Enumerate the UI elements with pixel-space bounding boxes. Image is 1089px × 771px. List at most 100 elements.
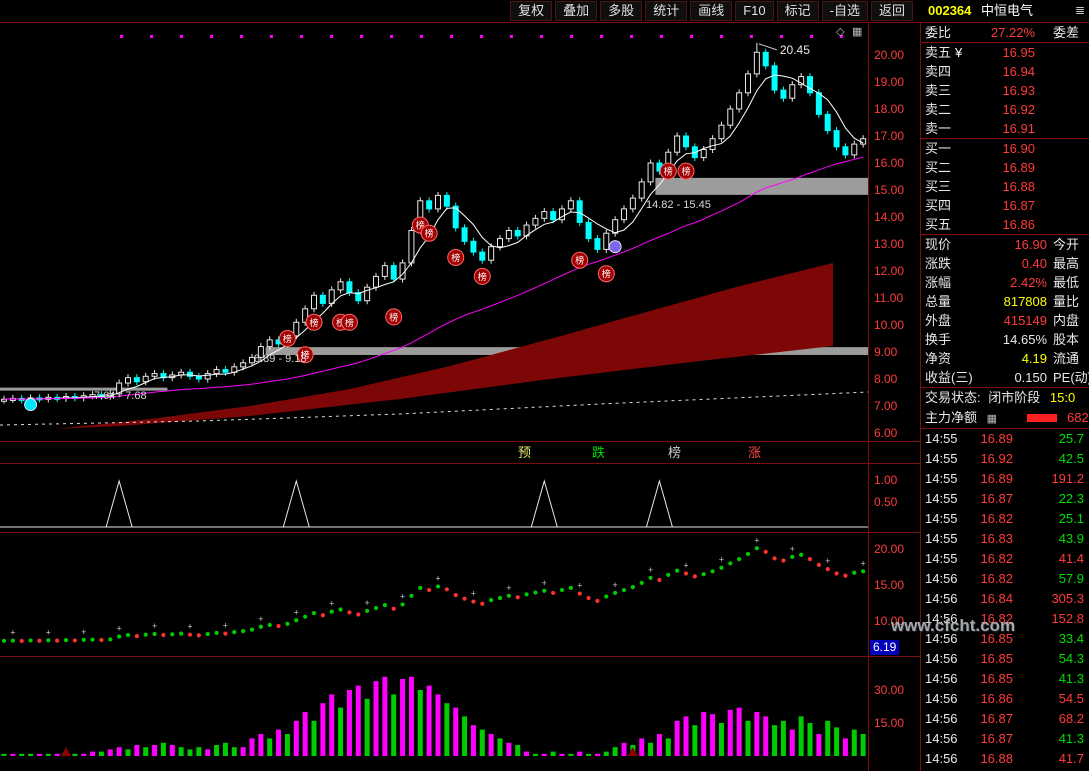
ask-label: 卖四 — [925, 64, 952, 79]
trade-status-row: 交易状态: 闭市阶段 15:0 — [921, 388, 1089, 408]
tick-time: 14:56 — [925, 691, 958, 706]
menu-画线[interactable]: 画线 — [690, 1, 733, 21]
tick-row[interactable]: 14:55 16.82 41.4 — [921, 549, 1089, 569]
tick-volume: 68.2 — [1058, 711, 1084, 726]
stat-label-2: 最高 — [1053, 256, 1080, 271]
tick-volume: 57.9 — [1058, 571, 1084, 586]
bang-marker: 榜 — [305, 313, 323, 331]
watermark: www.cfcht.com — [891, 616, 1016, 635]
tick-volume: 25.7 — [1058, 431, 1084, 446]
tick-row[interactable]: 14:55 16.89 25.7 — [921, 429, 1089, 449]
tick-row[interactable]: 14:56 16.87 68.2 — [921, 709, 1089, 729]
bid-row: 买五 16.86 — [921, 215, 1089, 234]
tick-row[interactable]: 14:55 16.82 25.1 — [921, 509, 1089, 529]
menu-叠加[interactable]: 叠加 — [555, 1, 598, 21]
volume-panel-canvas[interactable] — [0, 657, 868, 771]
svg-text:榜: 榜 — [575, 255, 584, 266]
svg-text:+: + — [754, 535, 759, 545]
tick-row[interactable]: 14:55 16.92 42.5 — [921, 449, 1089, 469]
tick-row[interactable]: 14:56 16.85 41.3 — [921, 669, 1089, 689]
top-bar: 复权 叠加 多股 统计 画线 F10 标记 -自选 返回 002364 中恒电气 ≣ — [0, 0, 1089, 23]
stat-label: 涨跌 — [925, 256, 952, 271]
tick-row[interactable]: 14:56 16.85 33.4 — [921, 629, 1089, 649]
svg-text:+: + — [117, 623, 122, 633]
ask-row: 卖四 16.94 — [921, 62, 1089, 81]
tick-time: 14:56 — [925, 671, 958, 686]
grid-icon[interactable]: ▦ — [986, 413, 998, 425]
svg-text:+: + — [258, 614, 263, 624]
stat-label-2: 内盘 — [1053, 313, 1080, 328]
bid-row: 买一 16.90 — [921, 139, 1089, 158]
menu-复权[interactable]: 复权 — [510, 1, 553, 21]
axis-label: 1.00 — [874, 473, 898, 487]
tick-row[interactable]: 14:55 16.87 22.3 — [921, 489, 1089, 509]
tick-row[interactable]: 14:55 16.83 43.9 — [921, 529, 1089, 549]
tick-time: 14:55 — [925, 471, 958, 486]
ask-row: 卖一 16.91 — [921, 119, 1089, 138]
main-chart-canvas[interactable]: 20.45榜榜榜榜榜榜榜榜榜榜榜榜榜榜 — [0, 23, 868, 441]
tick-row[interactable]: 14:56 16.85 54.3 — [921, 649, 1089, 669]
indicator-panel-canvas[interactable]: + + + + + + + + + + + + + + + + + + + + + + + + + — [0, 533, 868, 656]
stat-label: 换手 — [925, 332, 952, 347]
menu-F10[interactable]: F10 — [735, 1, 774, 21]
stock-title: 002364 中恒电气 — [928, 0, 1033, 22]
svg-text:榜: 榜 — [389, 311, 398, 322]
menu-多股[interactable]: 多股 — [600, 1, 643, 21]
bang-marker: 榜 — [677, 162, 695, 180]
tick-price: 16.84 — [980, 591, 1013, 606]
tick-row[interactable]: 14:56 16.88 41.7 — [921, 749, 1089, 769]
tick-row[interactable]: 14:55 16.89 191.2 — [921, 469, 1089, 489]
trade-status-time: 15:0 — [1049, 390, 1076, 405]
axis-label: 11.00 — [874, 291, 904, 305]
bang-marker: 榜 — [278, 330, 296, 347]
tick-volume: 305.3 — [1051, 591, 1084, 606]
main-net-value: 682 — [1067, 410, 1089, 425]
stat-value: 16.90 — [1014, 237, 1047, 252]
stat-value: 0.150 — [1014, 370, 1047, 385]
axis-label: 8.00 — [874, 372, 898, 386]
ask-price: 16.91 — [1002, 121, 1035, 136]
divider — [921, 42, 1089, 43]
axis-label: 6.00 — [874, 426, 898, 440]
diamond-icon[interactable]: ◇ — [836, 26, 845, 38]
tick-price: 16.87 — [980, 711, 1013, 726]
tick-volume: 54.5 — [1058, 691, 1084, 706]
panel-separator — [0, 463, 920, 464]
divider — [921, 387, 1089, 388]
tick-row[interactable]: 14:56 16.82 57.9 — [921, 569, 1089, 589]
menu--自选[interactable]: -自选 — [821, 1, 868, 21]
tick-time: 14:56 — [925, 651, 958, 666]
grid-corner-icon[interactable]: ▦ — [852, 26, 863, 38]
svg-text:+: + — [471, 589, 476, 599]
alert-panel-canvas[interactable] — [0, 464, 868, 532]
tick-row[interactable]: 14:56 16.84 305.3 — [921, 589, 1089, 609]
bang-marker: 榜 — [659, 162, 677, 180]
svg-text:榜: 榜 — [602, 268, 611, 279]
weibi-row: 委比 27.22% 委差 — [921, 23, 1089, 42]
bid-label: 买二 — [925, 160, 952, 175]
stat-label: 总量 — [925, 294, 952, 309]
tick-price: 16.82 — [980, 511, 1013, 526]
ask-price: 16.95 — [1002, 45, 1035, 60]
bang-marker: 榜 — [447, 249, 465, 266]
menu-返回[interactable]: 返回 — [870, 1, 913, 21]
tick-price: 16.88 — [980, 751, 1013, 766]
bang-marker: 榜 — [420, 224, 438, 242]
tick-list[interactable]: 14:55 16.89 25.7 14:55 16.92 42.5 14:55 16.89 19… — [921, 429, 1089, 769]
axis-label: 15.00 — [874, 578, 905, 592]
tick-row[interactable]: 14:56 16.87 41.3 — [921, 729, 1089, 749]
list-icon[interactable]: ≣ — [1074, 3, 1085, 17]
stat-value: 415149 — [1003, 313, 1047, 328]
main-net-label: 主力净额 — [925, 410, 978, 425]
volume-triangle-marker — [627, 747, 638, 756]
stat-row: 外盘 415149 内盘 — [921, 311, 1089, 330]
svg-text:+: + — [861, 558, 866, 568]
menu-统计[interactable]: 统计 — [645, 1, 688, 21]
bid-price: 16.90 — [1002, 141, 1035, 156]
tick-price: 16.89 — [980, 471, 1013, 486]
menu-标记[interactable]: 标记 — [776, 1, 819, 21]
tick-row[interactable]: 14:56 16.82 152.8 — [921, 609, 1089, 629]
tick-row[interactable]: 14:56 16.86 54.5 — [921, 689, 1089, 709]
weicha-label: 委差 — [1053, 25, 1080, 40]
ask-price: 16.92 — [1002, 102, 1035, 117]
